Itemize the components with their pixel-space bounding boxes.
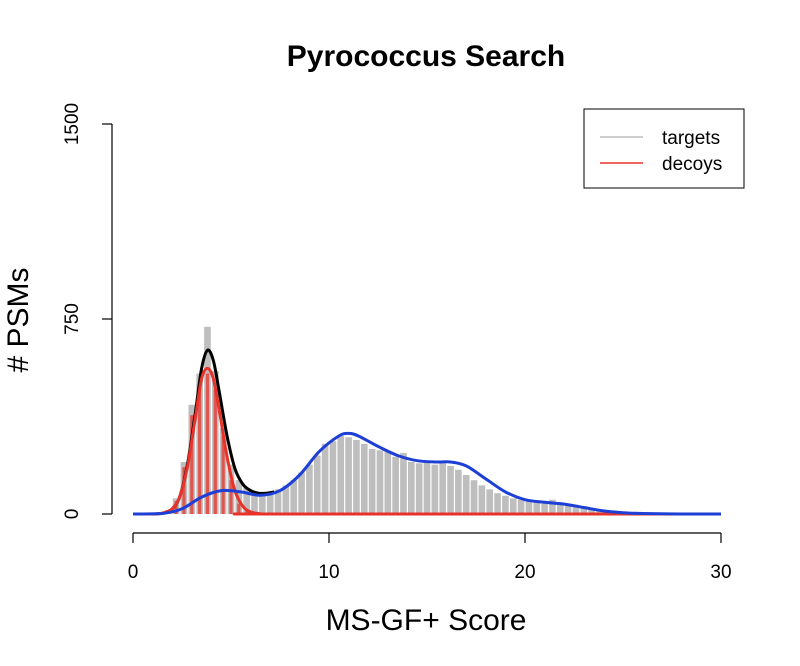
x-tick-label-3: 30: [710, 562, 731, 583]
x-tick-label-0: 0: [128, 562, 139, 583]
decoy-bar-4: [198, 384, 202, 514]
decoy-bar-3: [190, 415, 194, 514]
target-bar-43: [486, 489, 494, 514]
y-axis: 0 750 1500: [62, 103, 113, 520]
decoy-bar-1: [174, 501, 178, 514]
target-bar-22: [321, 443, 329, 514]
target-bar-21: [313, 455, 321, 514]
target-bar-55: [580, 506, 588, 514]
x-axis: 0 10 20 30: [128, 532, 732, 583]
target-bar-54: [572, 504, 580, 514]
target-bar-33: [408, 462, 415, 514]
target-bar-17: [282, 485, 290, 514]
target-bar-57: [596, 510, 603, 514]
legend: targets decoys: [583, 108, 745, 189]
target-bar-30: [384, 451, 392, 514]
target-bar-34: [415, 463, 423, 514]
target-bar-25: [345, 437, 352, 514]
x-axis-label: MS-GF+ Score: [326, 604, 527, 637]
x-tick-label-1: 10: [318, 562, 339, 583]
target-bar-29: [376, 450, 384, 514]
target-bar-16: [274, 489, 282, 514]
chart-title: Pyrococcus Search: [287, 40, 565, 73]
target-bar-50: [541, 501, 548, 514]
decoy-bar-2: [182, 467, 186, 514]
target-bar-36: [431, 464, 439, 514]
target-bar-28: [368, 449, 376, 514]
target-bar-47: [517, 499, 525, 514]
target-bar-13: [251, 491, 258, 514]
target-bar-23: [329, 441, 337, 514]
y-tick-label-0: 0: [62, 509, 83, 520]
decoy-bar-9: [237, 503, 241, 514]
target-bar-12: [243, 488, 250, 514]
target-bar-48: [525, 501, 533, 514]
decoy-bar-7: [221, 436, 225, 514]
target-bar-27: [360, 443, 368, 514]
target-bar-35: [423, 462, 431, 514]
decoy-bar-8: [229, 480, 233, 514]
target-bar-37: [439, 463, 446, 514]
target-bar-46: [509, 498, 517, 514]
target-bar-26: [353, 439, 360, 514]
y-tick-label-1: 750: [62, 303, 83, 335]
target-bar-31: [392, 456, 399, 514]
target-bar-20: [306, 464, 313, 514]
fit-curves: [132, 348, 721, 516]
target-fit-curve: [132, 431, 721, 516]
target-bar-42: [478, 485, 486, 514]
decoy-bar-5: [205, 373, 210, 514]
x-tick-label-2: 20: [514, 562, 535, 583]
target-bar-53: [564, 503, 572, 514]
target-bar-52: [556, 502, 564, 514]
legend-targets-label: targets: [662, 128, 720, 149]
target-bar-39: [455, 469, 462, 514]
legend-box: [583, 108, 745, 189]
decoy-fit-curve: [132, 366, 721, 516]
legend-decoys-label: decoys: [662, 154, 722, 175]
target-bar-40: [462, 475, 470, 514]
target-bar-15: [266, 491, 274, 514]
target-bar-45: [502, 495, 509, 514]
target-bar-51: [549, 499, 556, 514]
decoy-bar-6: [213, 389, 217, 514]
target-bar-38: [447, 465, 454, 514]
target-bar-18: [290, 480, 298, 514]
target-bar-41: [470, 480, 478, 514]
target-bar-19: [298, 472, 305, 514]
target-bar-14: [259, 493, 266, 514]
target-bar-24: [337, 436, 345, 514]
y-axis-label: # PSMs: [2, 267, 35, 372]
y-tick-label-2: 1500: [62, 103, 83, 145]
target-bar-49: [533, 502, 541, 514]
target-bar-44: [494, 493, 501, 514]
target-bar-32: [400, 452, 407, 514]
target-bar-56: [588, 508, 595, 514]
